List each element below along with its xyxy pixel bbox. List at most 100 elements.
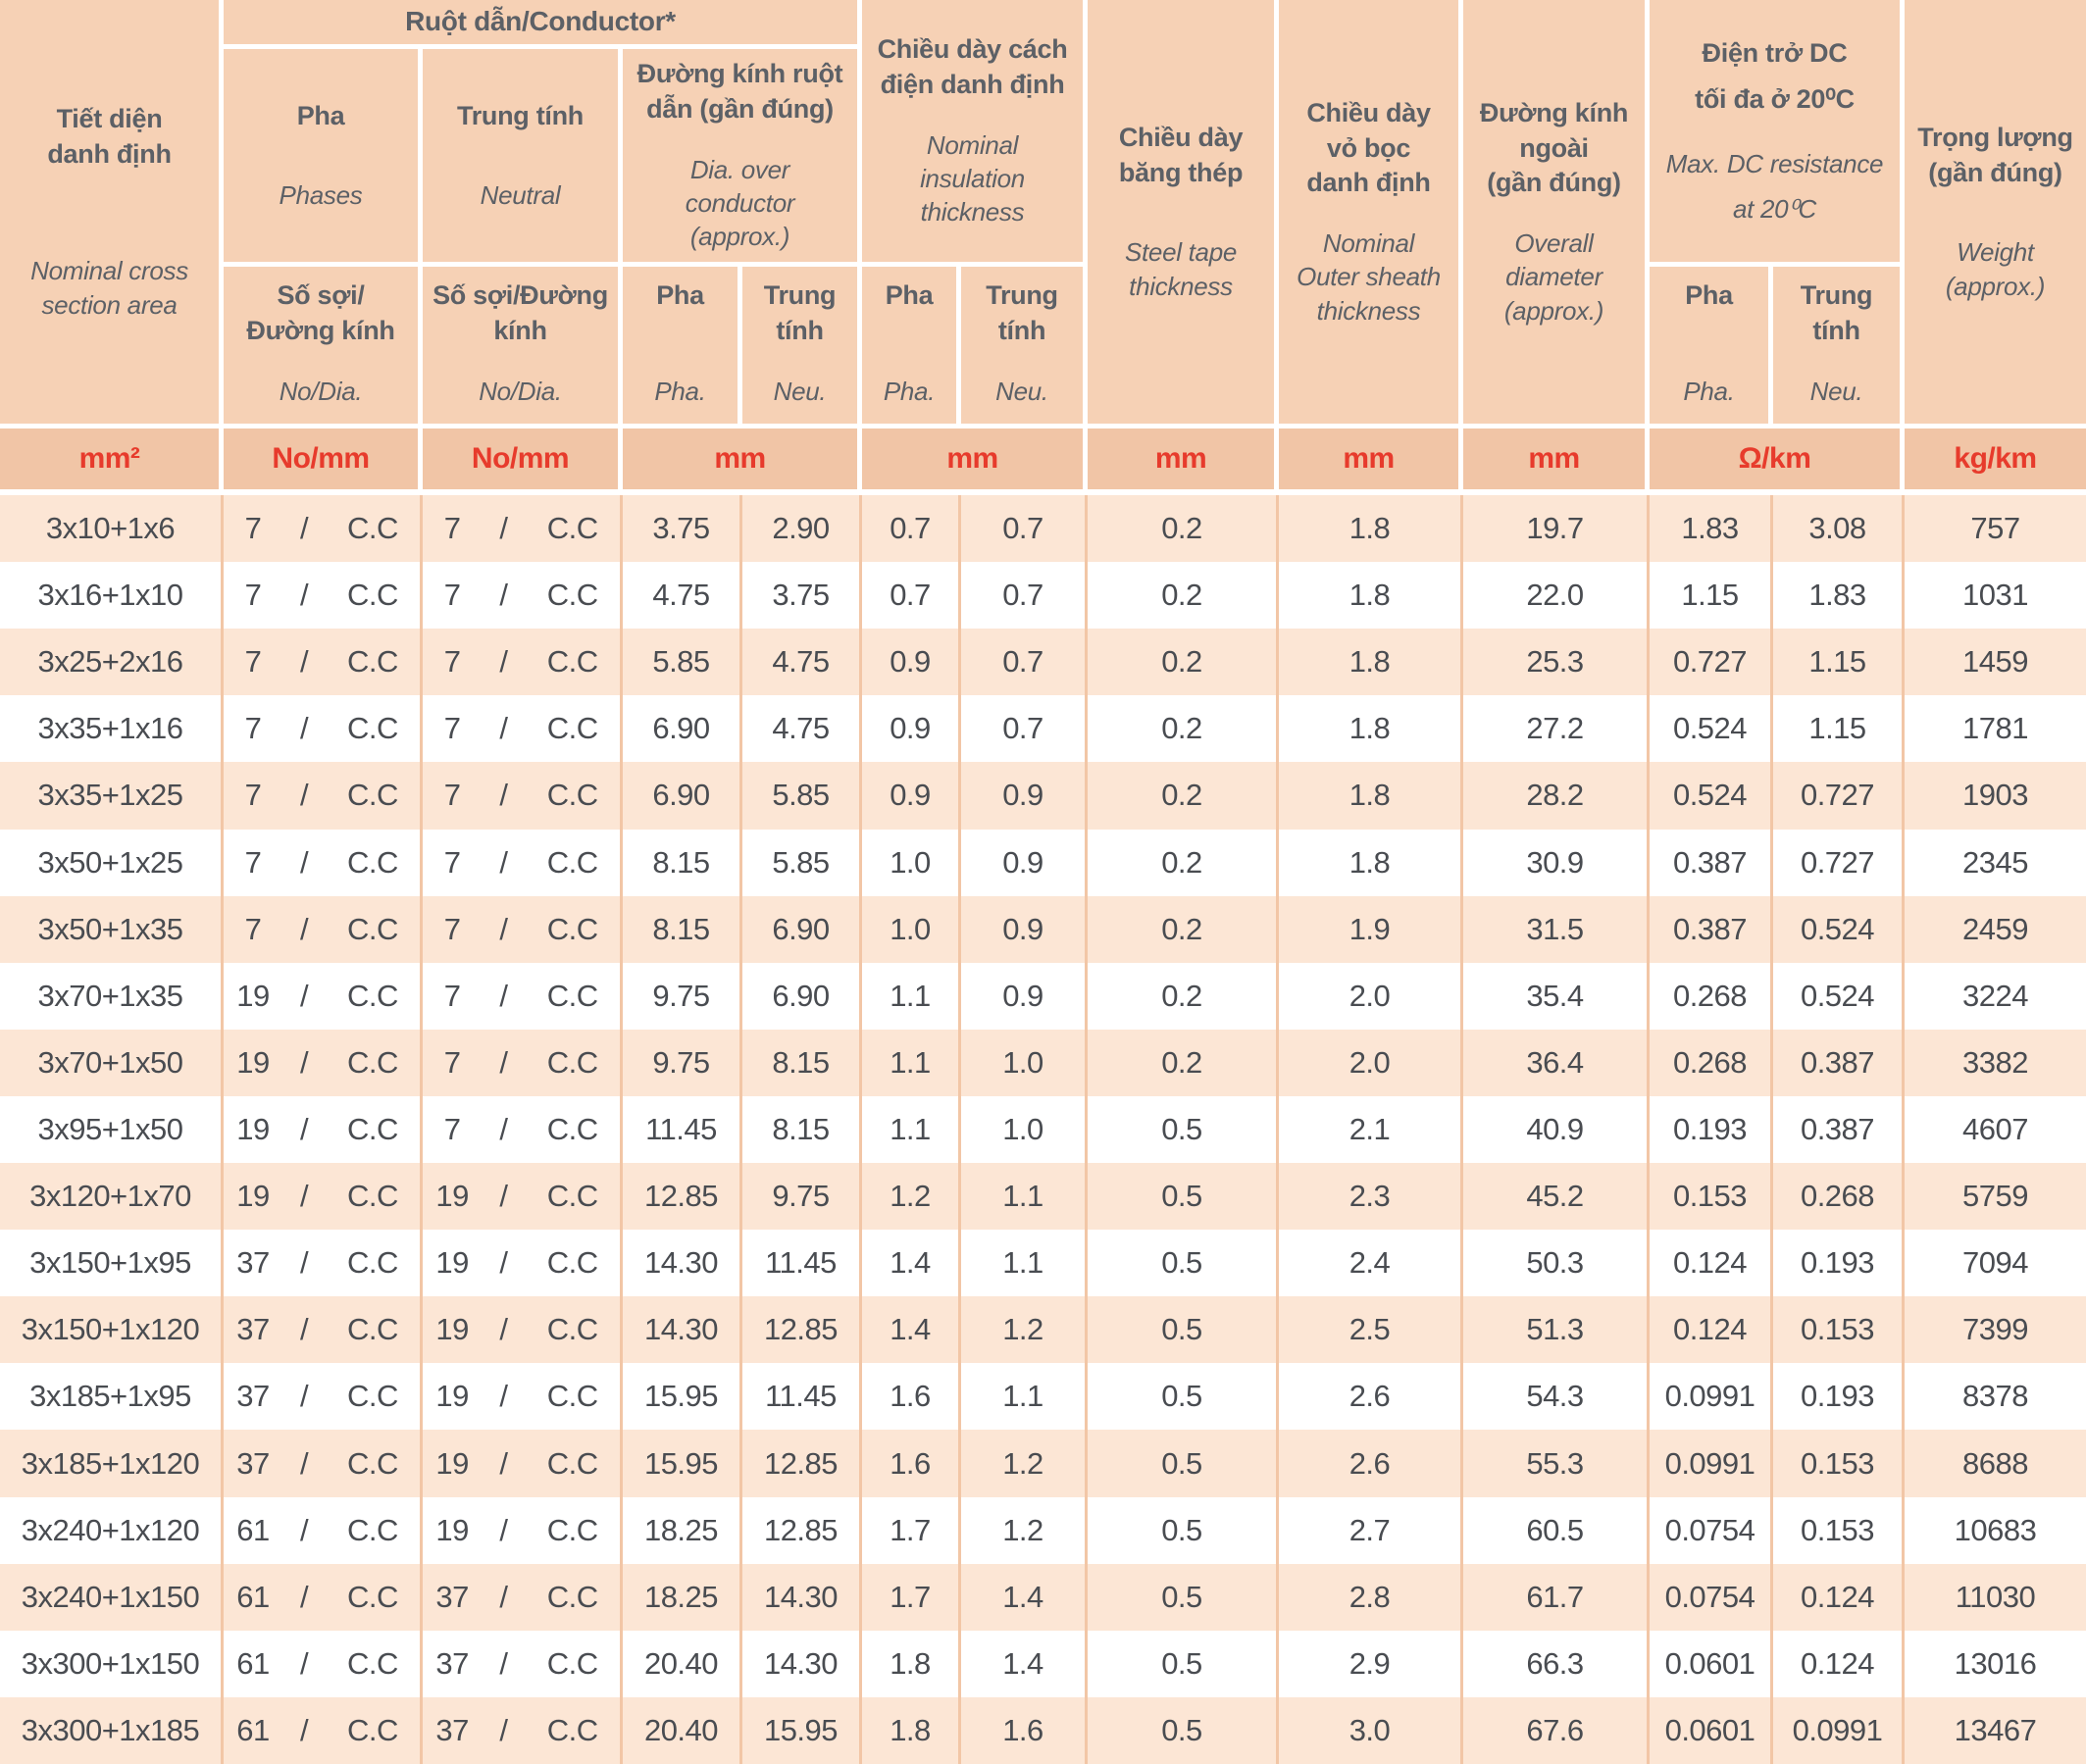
cell-outer-sheath: 1.8 [1279, 629, 1463, 696]
cell-insulation-pha: 1.4 [862, 1296, 961, 1364]
cell-dc-resistance-pha: 0.153 [1650, 1163, 1773, 1231]
neutral-conductor-type: C.C [546, 1579, 598, 1614]
cell-section-area: 3x150+1x95 [0, 1230, 224, 1297]
slash-separator: / [499, 511, 508, 546]
cell-section-area: 3x70+1x35 [0, 962, 224, 1030]
cell-insulation-neutral: 0.9 [961, 829, 1088, 896]
slash-separator: / [299, 911, 309, 946]
cell-weight: 7094 [1905, 1230, 2086, 1297]
slash-separator: / [499, 1379, 508, 1414]
phase-conductor-type: C.C [347, 1179, 398, 1214]
cell-insulation-pha: 1.1 [862, 1095, 961, 1164]
slash-separator: / [299, 1712, 309, 1747]
cell-insulation-neutral: 1.6 [961, 1696, 1088, 1764]
neutral-conductor-type: C.C [546, 711, 598, 746]
cell-weight: 10683 [1905, 1496, 2086, 1564]
header-neutral: Trung tính Neutral [423, 49, 623, 267]
slash-separator: / [499, 578, 508, 613]
cell-overall-diameter: 60.5 [1463, 1496, 1650, 1564]
cell-insulation-neutral: 1.1 [961, 1230, 1088, 1297]
cell-insulation-neutral: 1.4 [961, 1630, 1088, 1697]
phase-conductor-type: C.C [347, 1044, 398, 1080]
cell-phase-conductor: 7 / C.C [224, 829, 423, 896]
phase-conductor-type: C.C [347, 1245, 398, 1281]
neutral-conductor-type: C.C [546, 1712, 598, 1747]
cell-overall-diameter: 25.3 [1463, 629, 1650, 696]
cell-outer-sheath: 2.5 [1279, 1296, 1463, 1364]
cell-insulation-pha: 0.7 [862, 562, 961, 630]
neutral-strand-count: 7 [443, 1044, 461, 1080]
cell-phase-conductor: 37 / C.C [224, 1363, 423, 1431]
cell-steel-tape: 0.5 [1088, 1296, 1279, 1364]
phase-conductor-type: C.C [347, 644, 398, 680]
cell-insulation-neutral: 1.1 [961, 1163, 1088, 1231]
unit-area: mm² [0, 424, 224, 495]
unit-dia: mm [623, 424, 862, 495]
neutral-strand-count: 19 [435, 1179, 469, 1214]
neutral-strand-count: 19 [435, 1245, 469, 1281]
cell-dia-neutral: 11.45 [742, 1363, 862, 1431]
cell-dia-neutral: 12.85 [742, 1496, 862, 1564]
slash-separator: / [299, 1312, 309, 1347]
cell-dc-resistance-neutral: 0.153 [1773, 1296, 1905, 1364]
subheader-dia-trung-tinh: Trung tính Neu. [742, 267, 862, 424]
cell-dc-resistance-pha: 0.387 [1650, 829, 1773, 896]
slash-separator: / [499, 1645, 508, 1681]
cell-insulation-pha: 1.6 [862, 1430, 961, 1497]
cell-dia-neutral: 15.95 [742, 1696, 862, 1764]
cell-dc-resistance-pha: 0.124 [1650, 1296, 1773, 1364]
cell-dia-pha: 12.85 [623, 1163, 742, 1231]
cell-weight: 11030 [1905, 1563, 2086, 1631]
cell-dia-pha: 4.75 [623, 562, 742, 630]
cell-neutral-conductor: 19 / C.C [423, 1496, 623, 1564]
subheader-dc-pha: Pha Pha. [1650, 267, 1773, 424]
cell-phase-conductor: 7 / C.C [224, 695, 423, 763]
cell-section-area: 3x300+1x150 [0, 1630, 224, 1697]
cell-dia-pha: 14.30 [623, 1296, 742, 1364]
cell-dia-neutral: 12.85 [742, 1430, 862, 1497]
phase-strand-count: 37 [236, 1445, 270, 1481]
cell-dc-resistance-neutral: 3.08 [1773, 495, 1905, 563]
phase-strand-count: 37 [236, 1312, 270, 1347]
cell-weight: 1903 [1905, 762, 2086, 830]
cell-overall-diameter: 54.3 [1463, 1363, 1650, 1431]
neutral-conductor-type: C.C [546, 1512, 598, 1547]
cell-insulation-neutral: 0.7 [961, 495, 1088, 563]
cell-dia-neutral: 5.85 [742, 829, 862, 896]
cell-phase-conductor: 7 / C.C [224, 562, 423, 630]
subheader-label-vi: Pha [656, 280, 704, 310]
cell-section-area: 3x95+1x50 [0, 1095, 224, 1164]
cell-dc-resistance-pha: 0.268 [1650, 962, 1773, 1030]
subheader-ins-pha: Pha Pha. [862, 267, 961, 424]
cell-neutral-conductor: 37 / C.C [423, 1696, 623, 1764]
neutral-strand-count: 19 [435, 1512, 469, 1547]
header-label-en: Nominal Outer sheath thickness [1297, 227, 1441, 326]
cell-outer-sheath: 1.9 [1279, 895, 1463, 963]
cell-dia-pha: 3.75 [623, 495, 742, 563]
header-label-vi: Đường kính ngoài (gần đúng) [1479, 98, 1629, 198]
cell-steel-tape: 0.5 [1088, 1696, 1279, 1764]
phase-conductor-type: C.C [347, 1512, 398, 1547]
cell-weight: 3382 [1905, 1029, 2086, 1096]
subheader-dia-pha: Pha Pha. [623, 267, 742, 424]
neutral-strand-count: 19 [435, 1379, 469, 1414]
slash-separator: / [299, 1645, 309, 1681]
cell-insulation-pha: 1.1 [862, 1029, 961, 1096]
neutral-strand-count: 37 [435, 1645, 469, 1681]
neutral-conductor-type: C.C [546, 1379, 598, 1414]
cell-section-area: 3x240+1x120 [0, 1496, 224, 1564]
cell-neutral-conductor: 7 / C.C [423, 629, 623, 696]
cell-insulation-neutral: 1.2 [961, 1496, 1088, 1564]
cell-outer-sheath: 1.8 [1279, 695, 1463, 763]
cell-overall-diameter: 40.9 [1463, 1095, 1650, 1164]
cell-dc-resistance-pha: 1.15 [1650, 562, 1773, 630]
cell-dc-resistance-pha: 0.0754 [1650, 1496, 1773, 1564]
subheader-label-en: Pha. [654, 376, 706, 406]
neutral-strand-count: 7 [443, 778, 461, 813]
cell-neutral-conductor: 19 / C.C [423, 1230, 623, 1297]
cell-dc-resistance-pha: 0.0601 [1650, 1696, 1773, 1764]
header-label-vi: Chiều dày cách điện danh định [877, 34, 1068, 100]
cell-section-area: 3x120+1x70 [0, 1163, 224, 1231]
phase-conductor-type: C.C [347, 978, 398, 1013]
cell-neutral-conductor: 7 / C.C [423, 895, 623, 963]
